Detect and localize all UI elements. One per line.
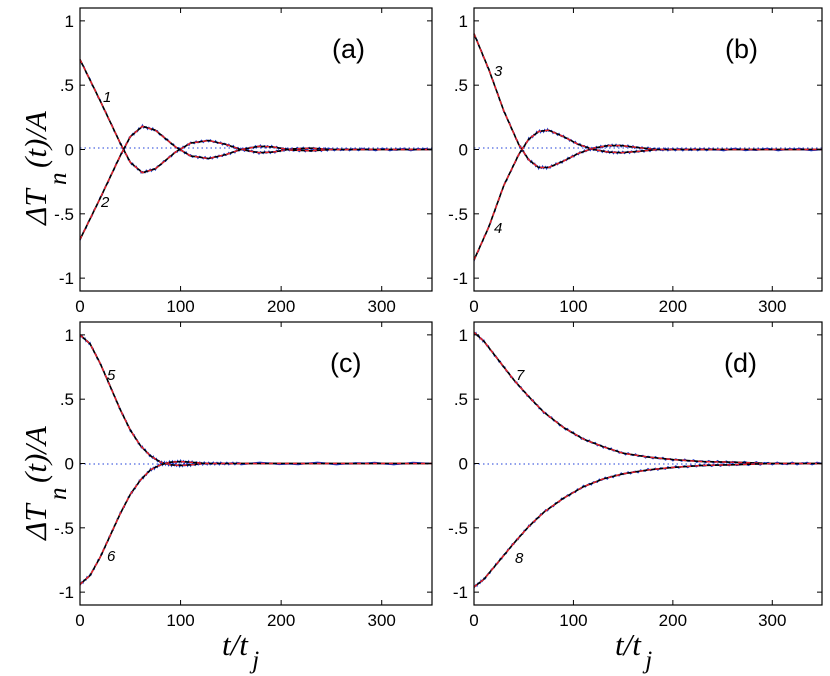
x-tick-label: 200: [267, 611, 295, 630]
ylabel-main: ΔT: [18, 187, 53, 227]
curve-label-6: 6: [107, 548, 116, 565]
x-tick-label: 300: [368, 297, 396, 316]
y-tick-label: .5: [60, 390, 74, 409]
x-tick-label: 100: [559, 297, 587, 316]
x-axis-label-right: t/t j: [615, 627, 652, 674]
curves-b: [473, 33, 823, 262]
curve-label-2: 2: [100, 194, 110, 211]
panel-c: 0 100 200 300 1 .5 0 -.5 -1 (c) 5 6: [54, 321, 433, 630]
svg-text:ΔT n (t)/A: ΔT n (t)/A: [18, 110, 72, 227]
xlabel-sub: j: [642, 647, 652, 674]
series-7-dashed: [473, 331, 822, 465]
series-2-blue: [79, 123, 433, 241]
ylabel-main: ΔT: [18, 502, 53, 542]
series-5-dashed: [79, 334, 432, 467]
xlabel-sub: j: [249, 647, 259, 674]
y-tick-label: 1: [65, 326, 74, 345]
y-axis-label-bottom: ΔT n (t)/A: [18, 425, 72, 542]
series-6-blue: [79, 458, 433, 586]
y-tick-label: .5: [454, 76, 468, 95]
series-6-dashed: [79, 460, 432, 585]
x-tick-label: 0: [75, 611, 84, 630]
curve-label-5: 5: [107, 367, 116, 384]
curve-label-3: 3: [494, 63, 503, 80]
series-1-blue: [79, 59, 433, 174]
series-2-dashed: [79, 125, 432, 240]
series-7-blue: [473, 331, 823, 466]
ylabel-sub: n: [45, 172, 72, 185]
ticks-a: 0 100 200 300 1 .5 0 -.5 -1: [54, 8, 432, 316]
panel-label: (c): [330, 348, 361, 378]
x-tick-label: 0: [75, 297, 84, 316]
y-tick-label: 0: [65, 455, 74, 474]
svg-text:t/t j: t/t j: [222, 627, 259, 674]
series-1-dashed: [79, 59, 432, 174]
series-1-line: [79, 59, 432, 174]
svg-text:t/t j: t/t j: [615, 627, 652, 674]
ylabel-sub: n: [45, 487, 72, 500]
panel-label: (d): [724, 348, 757, 378]
ylabel-rest: (t)/A: [18, 425, 53, 483]
y-tick-label: -1: [453, 583, 468, 602]
x-tick-label: 200: [267, 297, 295, 316]
y-tick-label: -.5: [448, 519, 468, 538]
xlabel-main: t/t: [615, 627, 642, 662]
y-axis-label-top: ΔT n (t)/A: [18, 110, 72, 227]
curve-label-7: 7: [516, 367, 525, 384]
x-tick-label: 300: [758, 611, 786, 630]
x-tick-label: 300: [758, 297, 786, 316]
y-tick-label: -1: [59, 269, 74, 288]
series-7-line: [473, 331, 822, 465]
x-tick-label: 300: [368, 611, 396, 630]
ticks-b: 0 100 200 300 1 .5 0 -.5 -1: [448, 8, 822, 316]
x-axis-label-left: t/t j: [222, 627, 259, 674]
curve-label-8: 8: [515, 550, 524, 567]
x-tick-label: 0: [469, 611, 478, 630]
y-tick-label: 1: [459, 326, 468, 345]
x-tick-label: 100: [559, 611, 587, 630]
y-tick-label: -.5: [54, 205, 74, 224]
x-tick-label: 200: [659, 297, 687, 316]
x-tick-label: 100: [166, 611, 194, 630]
panel-b: 0 100 200 300 1 .5 0 -.5 -1 (b) 3 4: [448, 7, 823, 316]
x-tick-label: 200: [659, 611, 687, 630]
y-tick-label: -1: [59, 583, 74, 602]
panel-d: 0 100 200 300 1 .5 0 -.5 -1 (d) 7 8: [448, 321, 823, 630]
series-4-line: [473, 129, 822, 261]
curves-d: [473, 331, 823, 589]
panel-a: 0 100 200 300 1 .5 0 -.5 -1 (a) 1 2: [54, 7, 433, 316]
series-2-line: [79, 125, 432, 240]
y-tick-label: .5: [454, 390, 468, 409]
series-8-dashed: [473, 462, 822, 588]
curve-label-1: 1: [103, 89, 111, 106]
y-tick-label: 0: [459, 455, 468, 474]
y-tick-label: 1: [65, 12, 74, 31]
svg-text:ΔT n (t)/A: ΔT n (t)/A: [18, 425, 72, 542]
y-tick-label: -.5: [448, 205, 468, 224]
series-8-line: [473, 462, 822, 588]
series-8-blue: [473, 461, 823, 589]
ticks-c: 0 100 200 300 1 .5 0 -.5 -1: [54, 322, 432, 630]
panel-label: (a): [332, 34, 365, 64]
curves-c: [79, 334, 433, 586]
y-tick-label: -1: [453, 269, 468, 288]
y-tick-label: -.5: [54, 519, 74, 538]
series-5-line: [79, 334, 432, 467]
x-tick-label: 100: [166, 297, 194, 316]
curve-label-4: 4: [494, 220, 502, 237]
curves-a: [79, 59, 433, 241]
series-5-blue: [79, 334, 433, 469]
y-tick-label: 1: [459, 12, 468, 31]
series-6-line: [79, 460, 432, 585]
xlabel-main: t/t: [222, 627, 249, 662]
y-tick-label: 0: [459, 141, 468, 160]
ylabel-rest: (t)/A: [18, 110, 53, 168]
ticks-d: 0 100 200 300 1 .5 0 -.5 -1: [448, 322, 822, 630]
y-tick-label: 0: [65, 141, 74, 160]
panel-label: (b): [725, 34, 758, 64]
y-tick-label: .5: [60, 76, 74, 95]
x-tick-label: 0: [469, 297, 478, 316]
